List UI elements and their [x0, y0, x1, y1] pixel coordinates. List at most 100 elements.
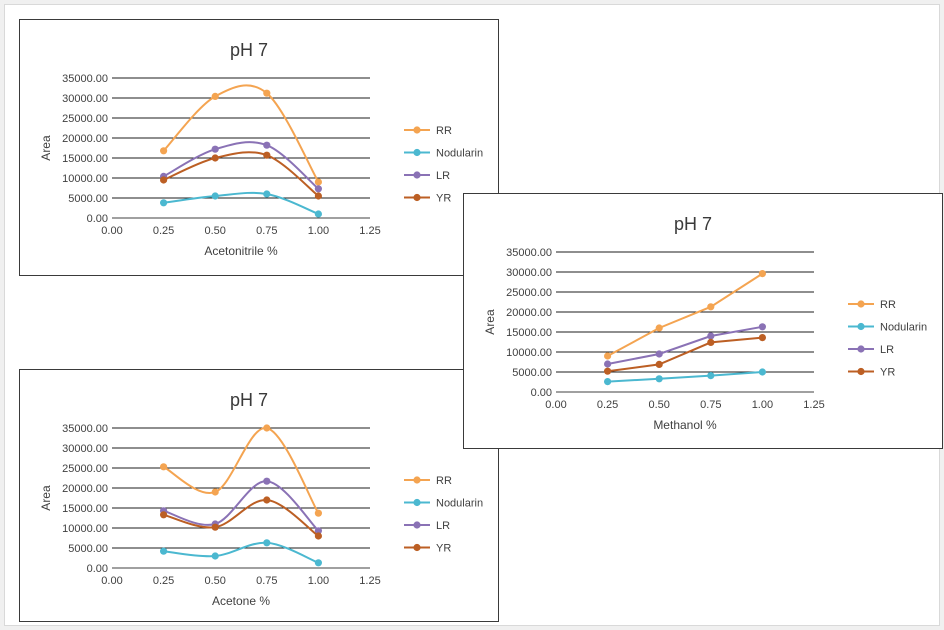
y-tick-label: 5000.00 [68, 193, 108, 205]
legend-marker [413, 148, 421, 157]
legend-marker [413, 476, 421, 484]
x-tick-label: 0.25 [153, 225, 174, 237]
chart-methanol[interactable]: pH 7 0.00 5000.00 10000.00 15000.00 20000.00 2… [463, 193, 943, 449]
x-tick-label: 0.25 [153, 575, 174, 587]
y-tick-label: 5000.00 [68, 543, 108, 555]
x-tick-label: 0.25 [597, 399, 618, 411]
y-tick-label: 10000.00 [506, 347, 552, 359]
data-point [263, 89, 271, 97]
data-point [604, 360, 612, 368]
data-point [604, 367, 612, 375]
series-line-yr [163, 151, 320, 197]
legend-marker [857, 300, 865, 308]
data-point [655, 375, 663, 383]
y-tick-label: 0.00 [87, 563, 108, 575]
y-tick-label: 20000.00 [62, 483, 108, 495]
data-point [758, 323, 766, 331]
y-tick-label: 35000.00 [62, 423, 108, 435]
x-axis-title: Acetonitrile % [204, 244, 278, 258]
legend-label: LR [436, 170, 450, 182]
legend-label: RR [436, 125, 452, 137]
data-point [160, 147, 168, 155]
legend-marker [413, 171, 421, 179]
data-point [160, 199, 168, 207]
data-point [160, 463, 168, 471]
x-tick-label: 0.50 [204, 225, 225, 237]
legend-label: YR [436, 193, 451, 205]
data-point [211, 192, 219, 200]
data-point [314, 185, 322, 193]
data-point [758, 368, 766, 376]
y-axis-title: Area [39, 485, 53, 511]
data-point [160, 176, 168, 184]
y-tick-label: 20000.00 [506, 307, 552, 319]
legend-marker [857, 367, 865, 376]
data-point [211, 523, 219, 531]
x-tick-label: 1.00 [308, 575, 329, 587]
x-axis-title: Acetone % [212, 594, 270, 608]
series-line-lr [163, 141, 320, 190]
data-point [263, 477, 271, 485]
data-point [211, 552, 219, 560]
chart-title: pH 7 [230, 390, 268, 410]
legend-label: YR [880, 367, 895, 379]
chart-acetone[interactable]: pH 7 0.00 5000.00 10000.00 15000.00 20000.00 2… [19, 369, 499, 622]
y-tick-label: 35000.00 [62, 73, 108, 85]
data-point [263, 190, 271, 198]
x-tick-label: 0.00 [101, 575, 122, 587]
x-tick-label: 1.00 [308, 225, 329, 237]
data-point [604, 378, 612, 386]
chart-acetonitrile[interactable]: pH 7 0.00 5000.00 10000.00 15000.00 20000.00 2… [19, 19, 499, 276]
y-tick-label: 30000.00 [62, 93, 108, 105]
data-point [211, 145, 219, 153]
series-line-nodularin [607, 371, 763, 383]
data-point [314, 532, 322, 540]
data-point [604, 352, 612, 360]
data-point [758, 334, 766, 342]
legend-marker [857, 345, 865, 353]
legend-marker [413, 498, 421, 507]
x-tick-label: 0.00 [545, 399, 566, 411]
data-point [263, 141, 271, 149]
data-point [314, 509, 322, 517]
y-tick-label: 25000.00 [506, 287, 552, 299]
data-point [211, 92, 219, 100]
series-line-yr [163, 498, 319, 537]
data-point [314, 527, 322, 535]
x-tick-label: 0.50 [648, 399, 669, 411]
y-tick-label: 10000.00 [62, 523, 108, 535]
chart-title: pH 7 [674, 214, 712, 234]
data-point [211, 488, 219, 496]
x-tick-label: 0.75 [256, 575, 277, 587]
x-tick-label: 0.00 [101, 225, 122, 237]
legend-label: LR [436, 520, 450, 532]
legend-label: RR [436, 475, 452, 487]
data-point [314, 178, 322, 186]
x-tick-label: 0.75 [700, 399, 721, 411]
y-tick-label: 30000.00 [506, 267, 552, 279]
series-line-rr [163, 427, 320, 514]
y-tick-label: 5000.00 [512, 367, 552, 379]
y-tick-label: 25000.00 [62, 463, 108, 475]
data-point [314, 559, 322, 567]
legend-marker [413, 521, 421, 529]
data-point [160, 511, 168, 519]
data-point [707, 372, 715, 380]
data-point [263, 539, 271, 547]
legend-marker [857, 322, 865, 331]
y-tick-label: 0.00 [87, 213, 108, 225]
x-tick-label: 1.25 [359, 225, 380, 237]
data-point [655, 324, 663, 332]
x-tick-label: 0.75 [256, 225, 277, 237]
series-line-rr [607, 272, 763, 357]
x-tick-label: 1.25 [803, 399, 824, 411]
y-axis-title: Area [483, 309, 497, 335]
legend-label: YR [436, 543, 451, 555]
legend-label: LR [880, 344, 894, 356]
data-point [655, 360, 663, 368]
series-line-nodularin [163, 191, 319, 215]
legend-label: Nodularin [880, 322, 927, 334]
y-tick-label: 15000.00 [62, 503, 108, 515]
chart-svg: pH 7 0.00 5000.00 10000.00 15000.00 20000.00 2… [39, 390, 483, 608]
x-tick-label: 1.25 [359, 575, 380, 587]
